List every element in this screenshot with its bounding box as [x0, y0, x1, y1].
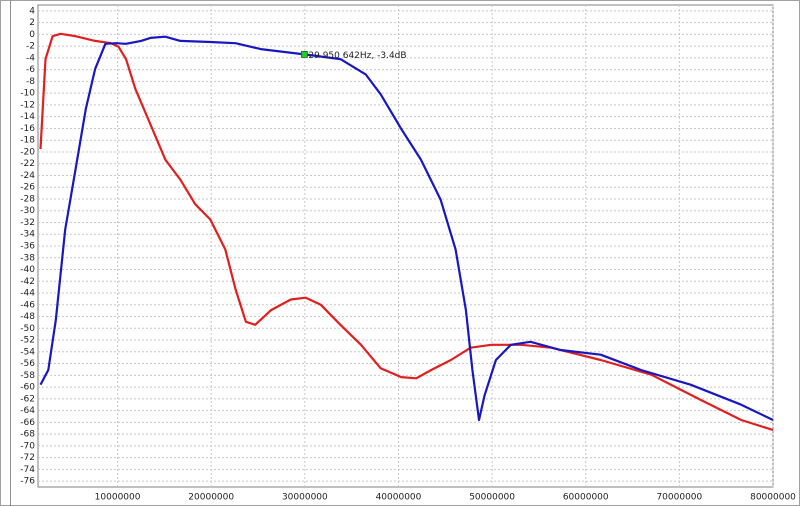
- y-tick-label: -68: [20, 430, 35, 440]
- x-tick-label: 30000000: [282, 493, 328, 503]
- cursor-label: 29 950 642Hz, -3.4dB: [308, 51, 406, 61]
- y-tick-label: -38: [20, 253, 35, 263]
- x-tick-label: 60000000: [563, 493, 609, 503]
- y-tick-label: -12: [20, 100, 35, 110]
- y-tick-label: -64: [20, 406, 35, 416]
- y-tick-label: -24: [20, 171, 35, 181]
- y-tick-label: -56: [20, 359, 35, 369]
- y-tick-label: 0: [29, 30, 35, 40]
- y-tick-label: -14: [20, 112, 35, 122]
- y-tick-label: -60: [20, 383, 35, 393]
- y-tick-label: -74: [20, 465, 35, 475]
- y-tick-label: -76: [20, 477, 35, 487]
- y-tick-label: -42: [20, 277, 35, 287]
- x-tick-label: 40000000: [376, 493, 422, 503]
- series-line: [39, 35, 774, 422]
- y-tick-label: -70: [20, 441, 35, 451]
- y-tick-label: -20: [20, 147, 35, 157]
- y-tick-label: -26: [20, 183, 35, 193]
- y-tick-label: -4: [26, 53, 35, 63]
- y-tick-label: -44: [20, 289, 35, 299]
- y-tick-label: -18: [20, 136, 35, 146]
- x-tick-label: 10000000: [95, 493, 141, 503]
- x-tick-label: 80000000: [750, 493, 796, 503]
- y-tick-label: -40: [20, 265, 35, 275]
- y-tick-label: -58: [20, 371, 35, 381]
- y-tick-label: -32: [20, 218, 35, 228]
- y-tick-label: -22: [20, 159, 35, 169]
- y-tick-label: -66: [20, 418, 35, 428]
- y-tick-label: -50: [20, 324, 35, 334]
- y-tick-label: -16: [20, 124, 35, 134]
- y-tick-label: -6: [26, 65, 35, 75]
- y-tick-label: -72: [20, 453, 35, 463]
- y-tick-label: -48: [20, 312, 35, 322]
- y-tick-label: -28: [20, 194, 35, 204]
- y-tick-label: -54: [20, 347, 35, 357]
- y-tick-label: -8: [26, 77, 35, 87]
- y-tick-label: -10: [20, 89, 35, 99]
- y-tick-label: -34: [20, 230, 35, 240]
- y-tick-label: 2: [29, 18, 35, 28]
- x-tick-label: 20000000: [188, 493, 234, 503]
- x-tick-label: 50000000: [469, 493, 515, 503]
- x-tick-label: 70000000: [656, 493, 702, 503]
- y-tick-label: -52: [20, 336, 35, 346]
- y-tick-label: -36: [20, 242, 35, 252]
- y-tick-label: 4: [29, 6, 35, 16]
- y-tick-label: -30: [20, 206, 35, 216]
- cursor-marker: [300, 50, 308, 58]
- y-tick-label: -62: [20, 394, 35, 404]
- y-tick-label: -2: [26, 42, 35, 52]
- y-tick-label: -46: [20, 300, 35, 310]
